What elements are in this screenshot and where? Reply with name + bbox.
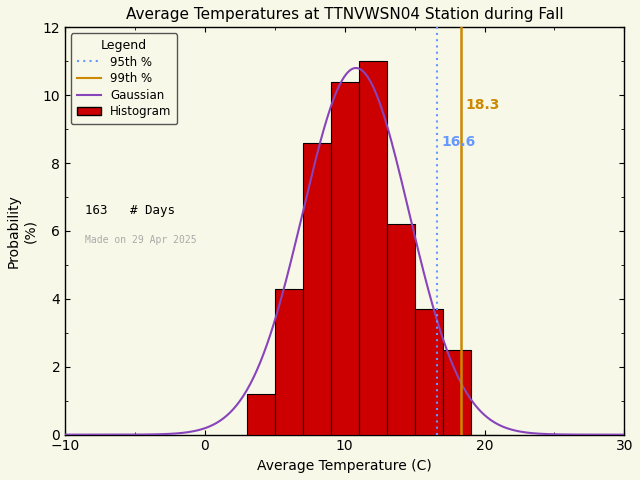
Text: Made on 29 Apr 2025: Made on 29 Apr 2025 xyxy=(84,235,196,245)
Y-axis label: Probability
(%): Probability (%) xyxy=(7,194,37,268)
Legend: 95th %, 99th %, Gaussian, Histogram: 95th %, 99th %, Gaussian, Histogram xyxy=(71,33,177,124)
Bar xyxy=(443,350,470,434)
X-axis label: Average Temperature (C): Average Temperature (C) xyxy=(257,459,432,473)
Text: 16.6: 16.6 xyxy=(441,135,476,149)
Bar xyxy=(331,82,359,434)
Bar xyxy=(275,288,303,434)
Bar xyxy=(247,394,275,434)
Title: Average Temperatures at TTNVWSN04 Station during Fall: Average Temperatures at TTNVWSN04 Statio… xyxy=(126,7,564,22)
Bar xyxy=(359,61,387,434)
Bar xyxy=(387,224,415,434)
Text: 18.3: 18.3 xyxy=(465,98,499,112)
Bar xyxy=(303,143,331,434)
Text: 163   # Days: 163 # Days xyxy=(84,204,175,217)
Bar xyxy=(415,309,443,434)
